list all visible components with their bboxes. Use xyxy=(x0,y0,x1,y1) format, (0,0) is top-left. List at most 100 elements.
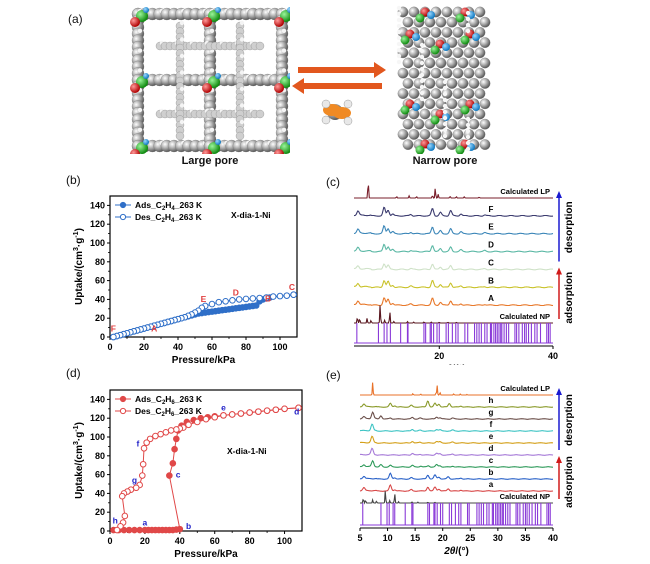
data-point xyxy=(290,291,297,298)
hydrogen-atom xyxy=(465,146,471,152)
hydrogen-atom xyxy=(396,17,402,23)
y-tick-label: 100 xyxy=(90,238,105,248)
hydrogen-atom xyxy=(281,28,287,33)
hydrogen-atom xyxy=(179,20,185,26)
nitrogen-atom xyxy=(472,33,480,41)
legend-text: H xyxy=(165,406,171,416)
point-label: C xyxy=(289,282,295,292)
hydrogen-atom xyxy=(239,53,245,59)
legend-text: H xyxy=(165,394,171,404)
pxrd-trace xyxy=(360,382,553,396)
x-tick-label: 40 xyxy=(548,533,558,543)
trace-label: F xyxy=(489,205,494,214)
trace-label: Calculated LP xyxy=(500,384,550,393)
pxrd-trace xyxy=(354,185,553,199)
legend-text: Des_C xyxy=(135,212,161,222)
x-tick-label: 15 xyxy=(410,533,420,543)
atom xyxy=(255,41,265,51)
data-point xyxy=(276,292,284,300)
plot-frame xyxy=(109,195,298,338)
hydrogen-atom xyxy=(419,42,425,48)
data-point xyxy=(169,460,177,467)
oxygen-atom xyxy=(274,83,284,93)
atom xyxy=(175,131,185,141)
hydrogen-atom xyxy=(465,128,471,134)
x-tick-label: 0 xyxy=(107,342,112,352)
x-axis-label: Pressure/kPa xyxy=(172,355,236,365)
atom xyxy=(424,78,436,89)
atom xyxy=(424,37,436,48)
y-axis-label-part: ) xyxy=(74,422,85,425)
legend-label: Ads_C2H4_263 K xyxy=(135,200,203,212)
atom xyxy=(479,98,491,110)
adsorption-arrow-head-icon xyxy=(556,267,562,275)
y-tick-label: 0 xyxy=(100,332,105,342)
x-axis-label: 2θ/(°) xyxy=(443,546,469,557)
narrow-pore-structure xyxy=(396,5,491,154)
legend-text: H xyxy=(165,200,171,210)
legend-marker xyxy=(119,213,127,221)
sample-annotation: X-dia-1-Ni xyxy=(231,210,271,220)
x-tick-label: 60 xyxy=(207,342,217,352)
atom xyxy=(452,67,464,79)
data-point xyxy=(152,432,159,440)
sample-annotation: X-dia-1-Ni xyxy=(227,446,267,456)
legend-text: H xyxy=(165,212,171,222)
legend-text: Ads_C xyxy=(135,200,162,210)
atom xyxy=(479,118,491,130)
pxrd-trace xyxy=(353,206,554,217)
hydrogen-atom xyxy=(465,122,471,128)
x-tick-label: 0 xyxy=(107,536,112,546)
atom xyxy=(479,16,491,28)
trace-label: c xyxy=(489,456,494,465)
data-point xyxy=(143,439,150,446)
point-label: d xyxy=(294,406,299,416)
atom xyxy=(397,67,409,79)
hydrogen-atom xyxy=(419,72,425,78)
nitrogen-atom xyxy=(472,103,480,111)
atom xyxy=(474,88,486,99)
atom xyxy=(457,57,469,69)
atom xyxy=(446,139,458,150)
data-point xyxy=(208,300,216,308)
hydrogen-atom xyxy=(442,103,448,109)
atom xyxy=(413,57,425,69)
pxrd-trace xyxy=(360,491,553,505)
trace-label: d xyxy=(489,444,494,453)
data-point xyxy=(220,412,227,419)
nitrogen-atom xyxy=(412,33,420,41)
chlorine-atom xyxy=(455,145,465,154)
atom xyxy=(474,129,486,140)
atom xyxy=(402,16,414,28)
nitrogen-atom xyxy=(412,103,420,111)
atom xyxy=(479,139,491,150)
data-point xyxy=(202,415,210,423)
atom xyxy=(446,16,458,28)
data-point xyxy=(121,512,129,520)
atom xyxy=(435,139,447,150)
y-tick-label: 80 xyxy=(95,451,105,461)
data-point xyxy=(263,407,271,414)
point-label: b xyxy=(186,521,191,531)
nitrogen-atom xyxy=(287,73,290,79)
nitrogen-atom xyxy=(215,73,221,79)
trace-label: f xyxy=(490,420,493,429)
atom xyxy=(419,108,431,120)
atom xyxy=(474,67,486,79)
atom xyxy=(479,57,491,69)
hydrogen-atom xyxy=(209,127,215,132)
chlorine-atom xyxy=(415,13,425,23)
x-tick-label: 30 xyxy=(493,533,503,543)
hydrogen-atom xyxy=(419,54,425,60)
oxygen-atom xyxy=(274,17,284,27)
x-tick-label: 35 xyxy=(520,533,530,543)
data-point xyxy=(118,492,126,500)
legend-sub: 6 xyxy=(171,400,175,406)
chlorine-atom xyxy=(430,115,440,125)
atom xyxy=(446,57,458,69)
data-point xyxy=(173,426,180,433)
atom xyxy=(430,67,442,79)
chlorine-atom xyxy=(400,105,410,115)
data-point xyxy=(110,333,117,341)
trace-label: C xyxy=(488,258,494,267)
